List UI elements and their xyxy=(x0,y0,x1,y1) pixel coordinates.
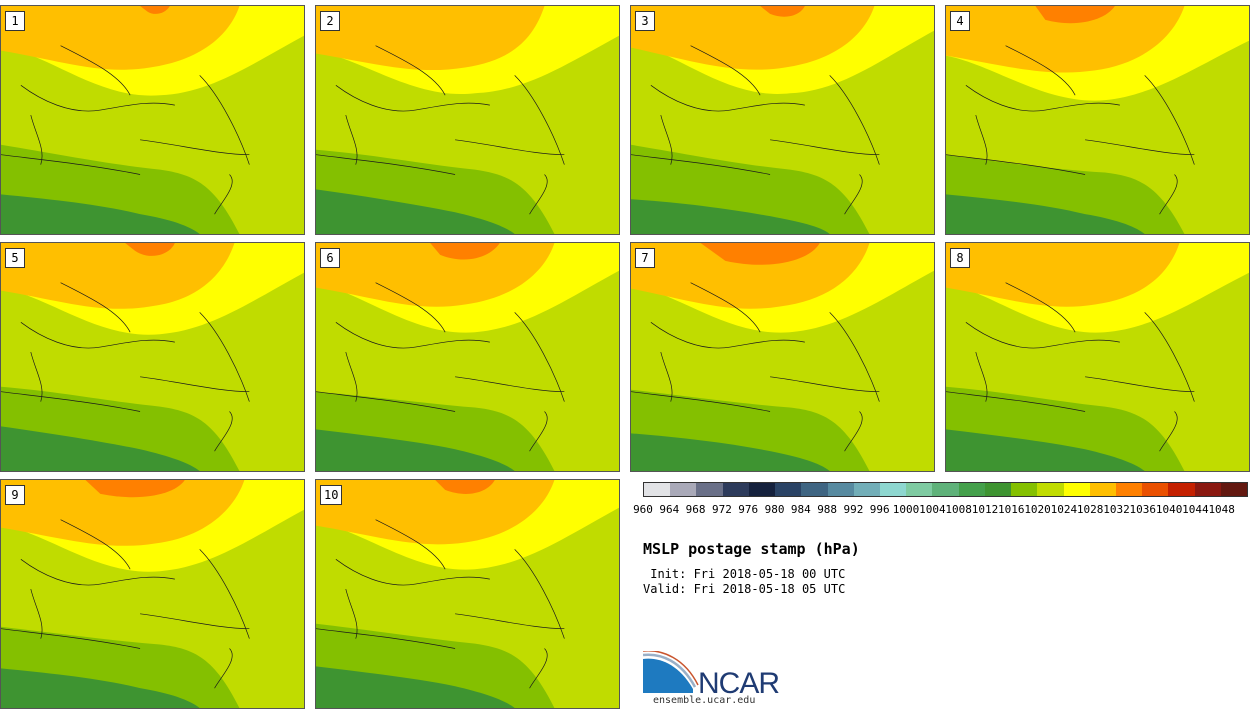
stamp-number: 8 xyxy=(950,248,970,268)
stamp-number: 5 xyxy=(5,248,25,268)
colorbar-segment xyxy=(1220,483,1248,496)
stamp-number: 2 xyxy=(320,11,340,31)
stamp-2: 2 xyxy=(315,5,620,235)
colorbar-tick-label: 1000 xyxy=(892,503,920,516)
colorbar-segment xyxy=(748,483,776,496)
colorbar-tick-label: 980 xyxy=(764,503,785,516)
stamp-number: 1 xyxy=(5,11,25,31)
stamp-number: 4 xyxy=(950,11,970,31)
mslp-map xyxy=(1,6,304,234)
colorbar-segment xyxy=(670,483,697,496)
colorbar-tick-label: 1016 xyxy=(998,503,1025,516)
colorbar-segment xyxy=(801,483,828,496)
mslp-map xyxy=(946,243,1249,471)
colorbar-segment xyxy=(1194,483,1221,496)
colorbar-segment xyxy=(1089,483,1116,496)
stamp-3: 3 xyxy=(630,5,935,235)
colorbar-segment xyxy=(1063,483,1090,496)
colorbar-tick-label: 1012 xyxy=(971,503,999,516)
colorbar-tick-label: 976 xyxy=(738,503,759,516)
colorbar-segment xyxy=(1115,483,1143,496)
colorbar-segment xyxy=(906,483,933,496)
stamp-number: 3 xyxy=(635,11,655,31)
stamp-10: 10 xyxy=(315,479,620,709)
colorbar-segment xyxy=(984,483,1012,496)
colorbar-segment xyxy=(827,483,854,496)
logo-url: ensemble.ucar.edu xyxy=(653,695,756,706)
colorbar-tick-label: 1028 xyxy=(1076,503,1104,516)
svg-text:NCAR: NCAR xyxy=(698,667,779,696)
colorbar-tick-label: 1004 xyxy=(919,503,946,516)
colorbar-tick-label: 960 xyxy=(633,503,653,516)
mslp-map xyxy=(1,243,304,471)
stamp-number: 10 xyxy=(320,485,343,505)
colorbar-segment xyxy=(1011,483,1038,496)
mslp-map xyxy=(316,480,619,708)
mslp-map xyxy=(946,6,1249,234)
colorbar-tick-label: 992 xyxy=(843,503,864,516)
colorbar-segment xyxy=(722,483,749,496)
valid-time: Valid: Fri 2018-05-18 05 UTC xyxy=(643,582,846,596)
colorbar-segment xyxy=(696,483,723,496)
colorbar-labels: 960 964 968 972 976 980 984 988 992 996 1000 1004 10… xyxy=(633,503,1248,517)
colorbar-segment xyxy=(879,483,907,496)
stamp-1: 1 xyxy=(0,5,305,235)
stamp-number: 6 xyxy=(320,248,340,268)
colorbar-tick-label: 1040 xyxy=(1155,503,1183,516)
stamp-number: 9 xyxy=(5,485,25,505)
colorbar-tick-label: 1048 xyxy=(1208,503,1235,516)
stamp-number: 7 xyxy=(635,248,655,268)
colorbar-segment xyxy=(853,483,880,496)
mslp-map xyxy=(316,6,619,234)
colorbar-tick-label: 1008 xyxy=(945,503,972,516)
colorbar-segment xyxy=(1037,483,1064,496)
colorbar-tick-label: 968 xyxy=(685,503,706,516)
stamp-4: 4 xyxy=(945,5,1250,235)
ncar-logo: NCAR xyxy=(643,651,780,696)
colorbar-segment xyxy=(1142,483,1169,496)
colorbar-tick-label: 1020 xyxy=(1024,503,1051,516)
stamp-6: 6 xyxy=(315,242,620,472)
colorbar-segment xyxy=(932,483,959,496)
stamp-8: 8 xyxy=(945,242,1250,472)
stamp-5: 5 xyxy=(0,242,305,472)
colorbar-tick-label: 984 xyxy=(790,503,811,516)
colorbar-segment xyxy=(958,483,985,496)
colorbar-tick-label: 1044 xyxy=(1182,503,1209,516)
plot-title: MSLP postage stamp (hPa) xyxy=(643,540,860,558)
mslp-map xyxy=(1,480,304,708)
colorbar xyxy=(643,482,1248,497)
stamp-9: 9 xyxy=(0,479,305,709)
init-time: Init: Fri 2018-05-18 00 UTC xyxy=(643,567,846,581)
colorbar-tick-label: 1024 xyxy=(1050,503,1078,516)
colorbar-tick-label: 972 xyxy=(711,503,732,516)
colorbar-tick-label: 964 xyxy=(659,503,680,516)
colorbar-segment xyxy=(1168,483,1195,496)
colorbar-tick-label: 1032 xyxy=(1103,503,1130,516)
colorbar-segment xyxy=(644,483,671,496)
colorbar-tick-label: 988 xyxy=(817,503,838,516)
mslp-map xyxy=(316,243,619,471)
colorbar-tick-label: 996 xyxy=(869,503,890,516)
mslp-map xyxy=(631,6,934,234)
colorbar-tick-label: 1036 xyxy=(1129,503,1157,516)
mslp-map xyxy=(631,243,934,471)
stamp-7: 7 xyxy=(630,242,935,472)
colorbar-segment xyxy=(775,483,802,496)
